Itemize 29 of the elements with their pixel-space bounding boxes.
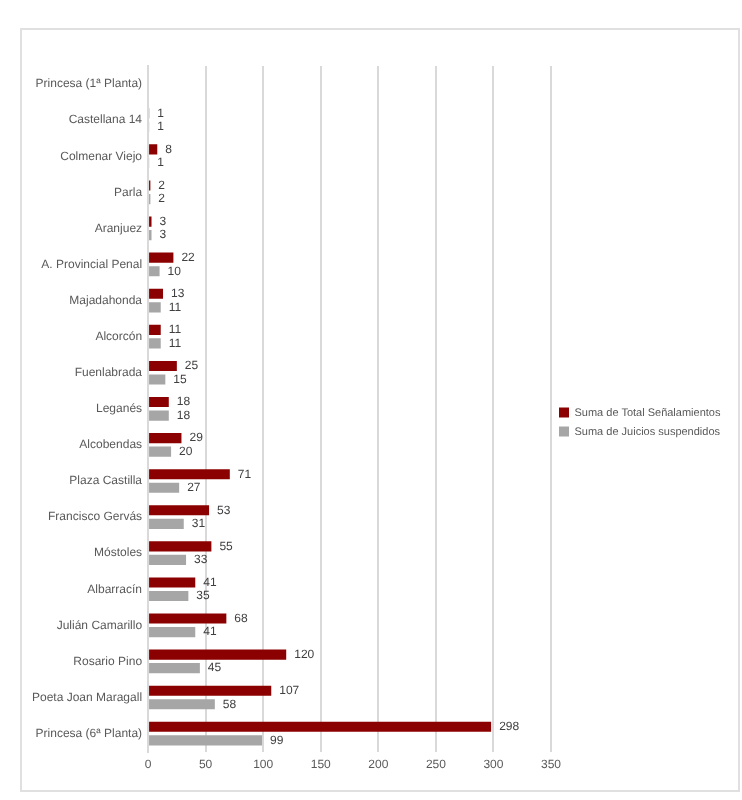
- bar: [149, 505, 210, 516]
- bar: [149, 685, 272, 696]
- bar: [149, 663, 200, 674]
- bar: [149, 649, 287, 660]
- bar: [149, 144, 158, 155]
- bar: [149, 554, 187, 565]
- bar: [149, 433, 182, 444]
- bar: [149, 699, 215, 710]
- bar: [149, 469, 230, 480]
- bar: [149, 410, 169, 421]
- bar: [149, 482, 180, 493]
- bar: [149, 338, 161, 349]
- bar: [149, 396, 169, 408]
- bar: [149, 518, 184, 529]
- bar: [149, 613, 227, 624]
- bar: [149, 590, 189, 602]
- bar: [149, 374, 166, 385]
- bar: [149, 627, 196, 638]
- bar: [149, 302, 161, 313]
- bar: [149, 266, 160, 277]
- bar: [149, 541, 212, 552]
- bar: [149, 577, 196, 588]
- bar: [149, 360, 177, 372]
- bar: [149, 721, 492, 732]
- bar: [149, 324, 161, 335]
- bar: [149, 288, 164, 299]
- bar: [149, 252, 174, 263]
- bar: [149, 446, 172, 457]
- bar: [149, 735, 263, 746]
